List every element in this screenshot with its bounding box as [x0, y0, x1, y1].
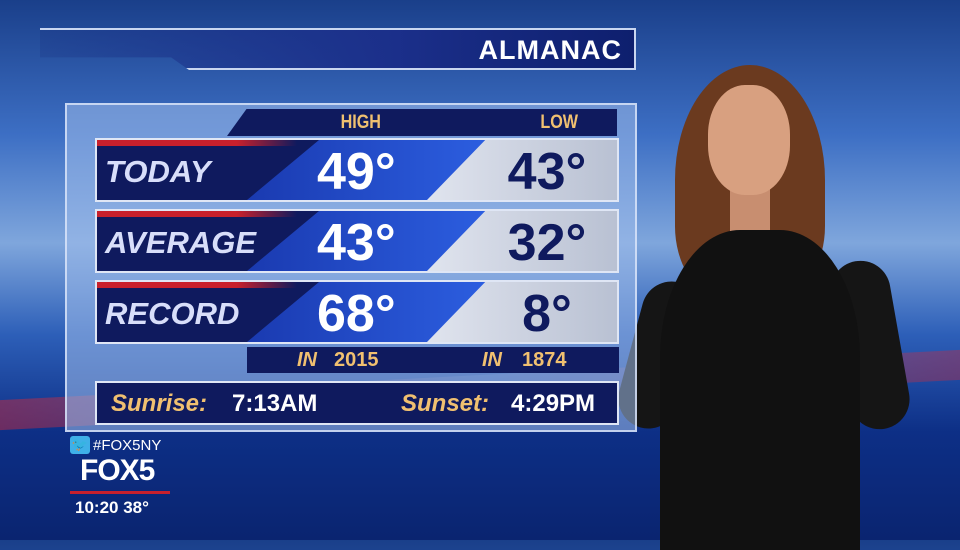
high-header: HIGH: [340, 112, 381, 133]
fox5-logo: FOX5: [80, 454, 155, 487]
row-today: TODAY 49° 43°: [95, 138, 619, 202]
record-high-year: 2015: [334, 349, 379, 371]
record-low-year: 1874: [522, 349, 567, 371]
sunset-label: Sunset:: [401, 390, 490, 417]
row-label: AVERAGE: [105, 225, 257, 260]
sunrise-time: 7:13AM: [232, 390, 318, 417]
low-value: 43°: [507, 143, 587, 201]
title-bar: ALMANAC: [40, 28, 636, 70]
divider: [70, 491, 170, 494]
high-value: 68°: [317, 285, 396, 343]
hashtag: #FOX5NY: [93, 437, 162, 454]
twitter-icon: 🐦: [70, 436, 90, 454]
in-label: IN: [297, 349, 317, 371]
red-stripe: [97, 211, 297, 217]
time-temp: 10:20 38°: [75, 498, 149, 518]
high-value: 49°: [317, 143, 396, 201]
row-average: AVERAGE 43° 32°: [95, 209, 619, 273]
sun-times: Sunrise: 7:13AM Sunset: 4:29PM: [95, 381, 619, 425]
presenter-face: [708, 85, 790, 195]
row-label: TODAY: [105, 154, 211, 189]
in-label: IN: [482, 349, 502, 371]
clock: 10:20: [75, 498, 119, 517]
record-years: IN 2015 IN 1874: [247, 347, 619, 373]
low-header: LOW: [540, 112, 579, 133]
column-header: HIGH LOW: [227, 109, 617, 136]
sunrise-label: Sunrise:: [111, 390, 208, 417]
presenter: [611, 60, 920, 550]
row-record: RECORD 68° 8°: [95, 280, 619, 344]
sunset-time: 4:29PM: [511, 390, 596, 417]
red-stripe: [97, 282, 297, 288]
high-value: 43°: [317, 214, 396, 272]
low-value: 32°: [507, 214, 587, 272]
red-stripe: [97, 140, 297, 146]
presenter-dress: [660, 230, 860, 550]
low-value: 8°: [522, 285, 572, 343]
title: ALMANAC: [478, 35, 622, 65]
current-temp: 38°: [123, 498, 149, 517]
almanac-panel: HIGH LOW TODAY 49° 43° AVERAGE 43° 32° R…: [65, 103, 637, 432]
row-label: RECORD: [105, 296, 240, 331]
